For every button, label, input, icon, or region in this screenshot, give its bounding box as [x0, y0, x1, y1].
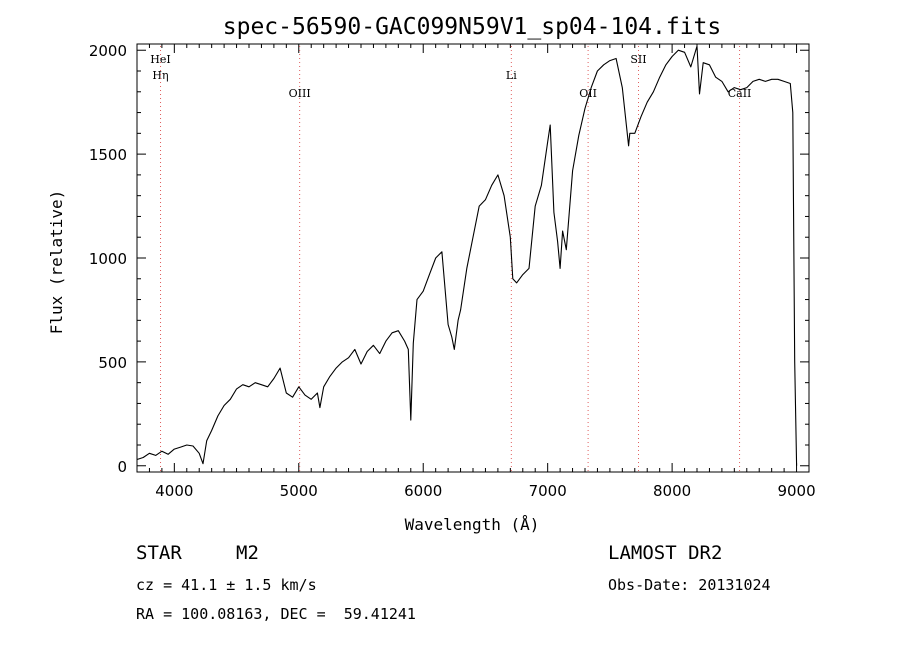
spectrum-series — [136, 45, 798, 466]
line-label: Hη — [152, 69, 168, 82]
x-axis-label: Wavelength (Å) — [405, 515, 540, 534]
coordinates: RA = 100.08163, DEC = 59.41241 — [136, 605, 416, 623]
y-tick-label: 1500 — [89, 146, 127, 164]
redshift-cz: cz = 41.1 ± 1.5 km/s — [136, 576, 317, 594]
chart-title: spec-56590-GAC099N59V1_sp04-104.fits — [223, 14, 722, 40]
line-label: CaII — [728, 87, 752, 100]
x-tick-label: 9000 — [777, 482, 815, 500]
observation-date: Obs-Date: 20131024 — [608, 576, 771, 594]
y-tick-label: 0 — [117, 458, 127, 476]
plot-axes: 4000 5000 6000 7000 8000 9000 0 500 1000 1500 2000 — [89, 42, 816, 500]
line-label: OII — [579, 87, 597, 100]
object-subclass: M2 — [236, 542, 259, 564]
line-label: OIII — [289, 87, 311, 100]
x-tick-label: 5000 — [280, 482, 318, 500]
spectrum-plot: 4000 5000 6000 7000 8000 9000 0 500 1000 1500 2000… — [47, 14, 816, 534]
emission-lines: Hη HeI OIII Li OII SII CaII — [150, 46, 751, 472]
line-label: Li — [506, 69, 517, 82]
x-tick-label: 7000 — [529, 482, 567, 500]
data-release: LAMOST DR2 — [608, 542, 723, 564]
y-axis-label: Flux (relative) — [47, 190, 66, 335]
x-tick-label: 4000 — [155, 482, 193, 500]
plot-frame — [136, 43, 810, 473]
x-tick-label: 8000 — [653, 482, 691, 500]
line-label: HeI — [150, 53, 170, 66]
spectrum-line — [136, 45, 798, 466]
object-class: STAR — [136, 542, 182, 564]
y-tick-label: 500 — [98, 354, 127, 372]
line-label: SII — [630, 53, 646, 66]
y-tick-label: 1000 — [89, 250, 127, 268]
x-tick-label: 6000 — [404, 482, 442, 500]
y-tick-label: 2000 — [89, 42, 127, 60]
